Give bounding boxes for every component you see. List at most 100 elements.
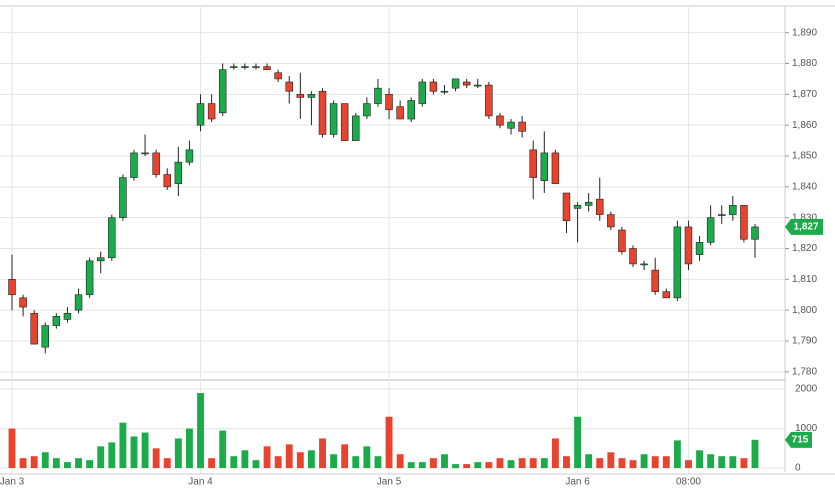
candle-body	[130, 152, 138, 178]
volume-bar	[518, 458, 526, 469]
candle-body	[108, 217, 116, 259]
volume-bar	[729, 456, 737, 469]
candle-body	[396, 106, 404, 120]
volume-bar	[252, 460, 260, 469]
volume-bar	[41, 452, 49, 469]
volume-bar	[241, 450, 249, 469]
candle-body	[717, 214, 726, 216]
candle-body	[196, 103, 205, 126]
y-tick-label: 1,880	[792, 58, 817, 69]
volume-bar	[219, 430, 227, 469]
candle-body	[706, 217, 715, 243]
volume-bar	[341, 444, 349, 469]
volume-bar	[130, 436, 138, 469]
volume-bar	[740, 458, 748, 469]
candle-body	[96, 257, 105, 262]
candle-body	[451, 78, 460, 89]
candle-body	[85, 260, 94, 296]
volume-bar	[363, 446, 371, 469]
candle-body	[496, 115, 504, 126]
volume-bar	[452, 464, 460, 469]
candle-body	[152, 152, 160, 175]
candle-body	[418, 81, 427, 104]
volume-bar	[374, 456, 382, 469]
volume-bar	[651, 456, 659, 469]
volume-bar	[540, 458, 548, 469]
candle-body	[385, 94, 393, 111]
candle-body	[141, 152, 149, 155]
volume-bar	[307, 450, 315, 469]
y-tick-label: 1,790	[792, 336, 817, 347]
candle-body	[462, 81, 471, 86]
candle-body	[729, 205, 737, 215]
candle-body	[274, 72, 282, 80]
candle-body	[573, 205, 582, 209]
candle-body	[651, 269, 659, 292]
volume-bar	[696, 450, 703, 469]
volume-bar	[429, 458, 437, 469]
volume-bar	[30, 456, 38, 469]
volume-bar	[163, 458, 171, 469]
candle-body	[207, 103, 216, 120]
volume-bar	[319, 438, 326, 469]
candle-body	[584, 201, 593, 206]
volume-bar	[208, 458, 216, 469]
volume-bar	[86, 460, 94, 469]
candle-body	[440, 90, 449, 93]
candle-body	[307, 94, 316, 98]
volume-bar	[574, 416, 582, 469]
candle-body	[529, 149, 537, 178]
volume-bar	[330, 454, 338, 469]
volume-bar	[97, 446, 105, 469]
candle-body	[19, 297, 27, 308]
volume-bar	[285, 444, 293, 469]
volume-tick-label: 2000	[795, 384, 818, 395]
volume-bar	[707, 454, 715, 469]
y-tick-label: 1,890	[792, 27, 817, 38]
volume-bar	[618, 458, 626, 469]
volume-bar	[474, 462, 482, 469]
candle-body	[485, 84, 493, 117]
candle-body	[607, 214, 615, 228]
candle-body	[662, 291, 671, 299]
volume-bar	[751, 439, 759, 469]
candle-body	[41, 325, 50, 348]
candle-body	[740, 205, 748, 240]
x-tick-label: 08:00	[676, 477, 701, 488]
volume-bar	[64, 462, 71, 469]
candle-body	[318, 90, 327, 135]
volume-bar	[19, 458, 27, 469]
volume-bar	[563, 456, 570, 469]
volume-bar	[119, 422, 127, 469]
candle-body	[119, 177, 127, 218]
candle-body	[329, 103, 338, 135]
candle-body	[629, 248, 637, 265]
candle-body	[218, 69, 227, 114]
volume-bar	[685, 460, 692, 469]
candle-body	[363, 103, 371, 117]
candle-body	[518, 121, 526, 132]
candle-body	[751, 226, 759, 240]
y-tick-label: 1,870	[792, 89, 817, 100]
candle-body	[673, 226, 682, 299]
y-tick-label: 1,840	[792, 181, 817, 192]
candle-body	[241, 66, 249, 68]
y-tick-label: 1,800	[792, 305, 817, 316]
candle-body	[263, 66, 271, 70]
candle-body	[63, 312, 72, 320]
candle-body	[352, 115, 360, 141]
volume-bar	[551, 438, 559, 469]
volume-bar	[607, 452, 615, 469]
volume-bar	[230, 456, 238, 469]
candle-body	[374, 87, 382, 104]
y-tick-label: 1,850	[792, 151, 817, 162]
candle-body	[30, 312, 38, 345]
candle-body	[474, 84, 482, 87]
volume-bar	[296, 452, 304, 469]
volume-bar	[52, 458, 60, 469]
volume-bar	[75, 458, 82, 469]
volume-bar	[185, 428, 193, 469]
volume-bar	[263, 446, 271, 469]
y-tick-label: 1,830	[792, 212, 817, 223]
